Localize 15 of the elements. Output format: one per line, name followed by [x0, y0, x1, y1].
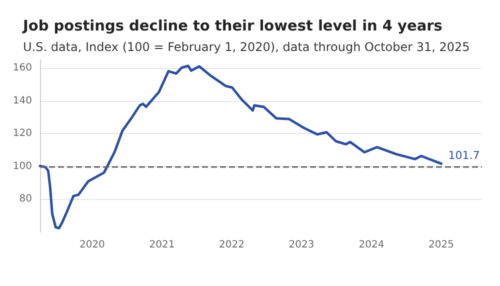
- x-tick-label: 2022: [219, 240, 244, 250]
- y-tick-label: 140: [12, 95, 32, 106]
- chart-subtitle: U.S. data, Index (100 = February 1, 2020), data through October 31, 2025: [23, 40, 470, 54]
- y-tick-label: 120: [12, 128, 32, 140]
- x-tick-label: 2024: [358, 240, 384, 250]
- y-tick-label: 100: [12, 160, 32, 172]
- x-tick-label: 2025: [428, 240, 454, 250]
- line-series: [38, 64, 443, 230]
- x-tick-label: 2023: [288, 240, 314, 250]
- chart-title: Job postings decline to their lowest level in 4 years: [22, 18, 442, 34]
- x-tick-label: 2021: [149, 240, 175, 250]
- x-tick-label: 2020: [79, 240, 105, 250]
- y-tick-label: 160: [12, 62, 32, 74]
- data-label: 101.7: [448, 149, 480, 162]
- y-tick-label: 80: [19, 194, 32, 205]
